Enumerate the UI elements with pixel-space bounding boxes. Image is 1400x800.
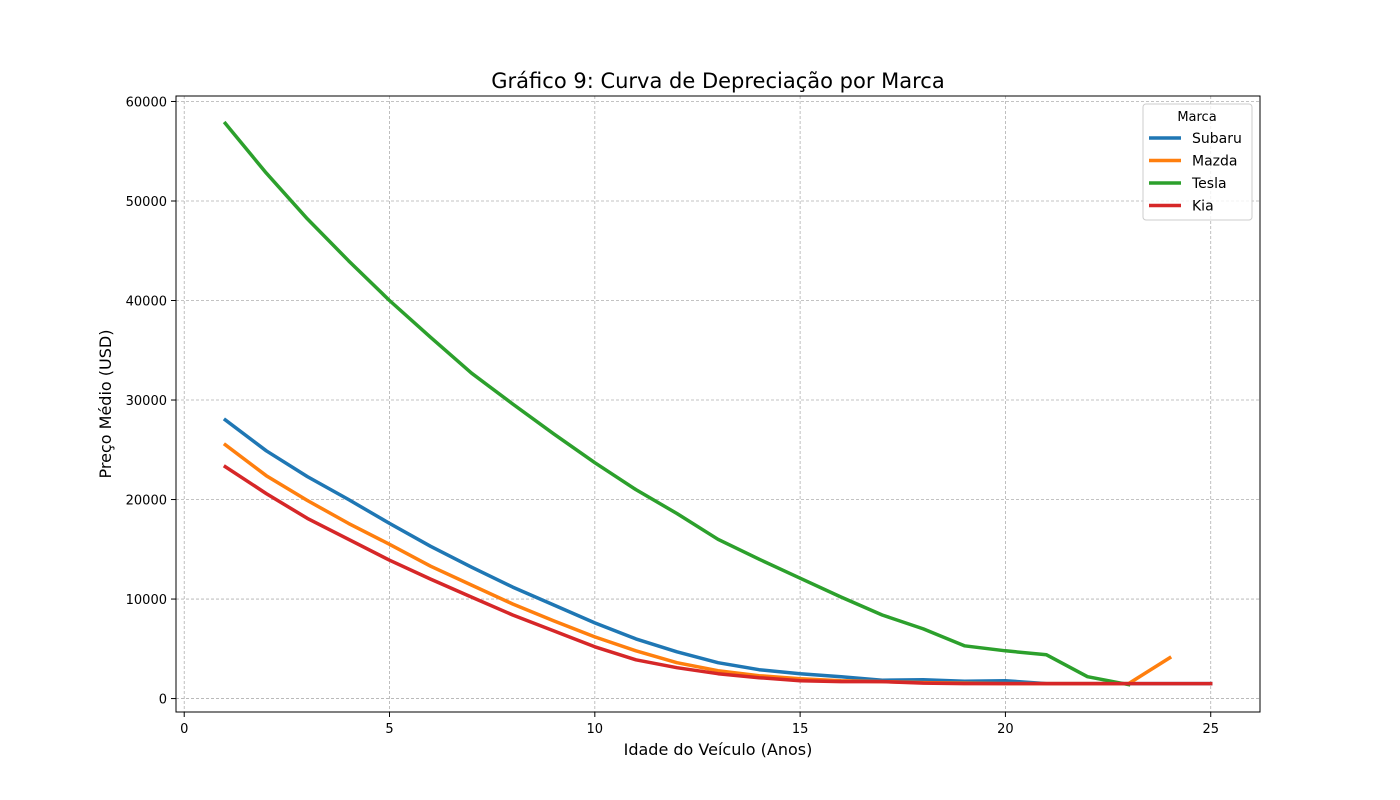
y-tick-label: 50000 [126,195,167,210]
series-kia [222,464,1213,686]
y-tick-label: 0 [159,693,167,708]
legend-label: Subaru [1192,131,1242,147]
legend-label: Tesla [1191,176,1227,192]
series-lines [222,120,1213,687]
legend-item-mazda: Mazda [1149,154,1237,170]
x-tick-label: 5 [385,722,393,737]
series-mazda [222,442,1173,686]
y-tick-label: 10000 [126,593,167,608]
legend: Marca Subaru Mazda Tesla Kia [1142,103,1253,221]
y-tick-label: 40000 [126,295,167,310]
x-tick-label: 10 [587,722,604,737]
y-tick-label: 60000 [126,95,167,110]
legend-item-kia: Kia [1149,199,1214,215]
x-tick-label: 15 [792,722,809,737]
x-axis-label: Idade do Veículo (Anos) [624,740,813,759]
y-axis-ticks: 0 10000 20000 30000 40000 50000 60000 [126,95,176,708]
y-axis-label: Preço Médio (USD) [96,330,115,479]
chart-title: Gráfico 9: Curva de Depreciação por Marc… [491,69,944,93]
legend-label: Mazda [1192,154,1237,170]
y-tick-label: 20000 [126,494,167,509]
grid-lines [176,96,1260,712]
plot-frame [175,95,1261,713]
legend-label: Kia [1192,199,1214,215]
x-axis-ticks: 0 5 10 15 20 25 [180,712,1219,737]
series-tesla [222,120,1131,687]
x-tick-label: 0 [180,722,188,737]
x-tick-label: 20 [997,722,1014,737]
series-line-mazda [222,442,1173,686]
series-line-tesla [222,120,1131,687]
legend-box [1142,103,1253,221]
legend-item-tesla: Tesla [1149,176,1227,192]
legend-items: Subaru Mazda Tesla Kia [1149,131,1242,215]
legend-title: Marca [1177,110,1216,125]
x-tick-label: 25 [1202,722,1219,737]
y-tick-label: 30000 [126,394,167,409]
legend-item-subaru: Subaru [1149,131,1242,147]
